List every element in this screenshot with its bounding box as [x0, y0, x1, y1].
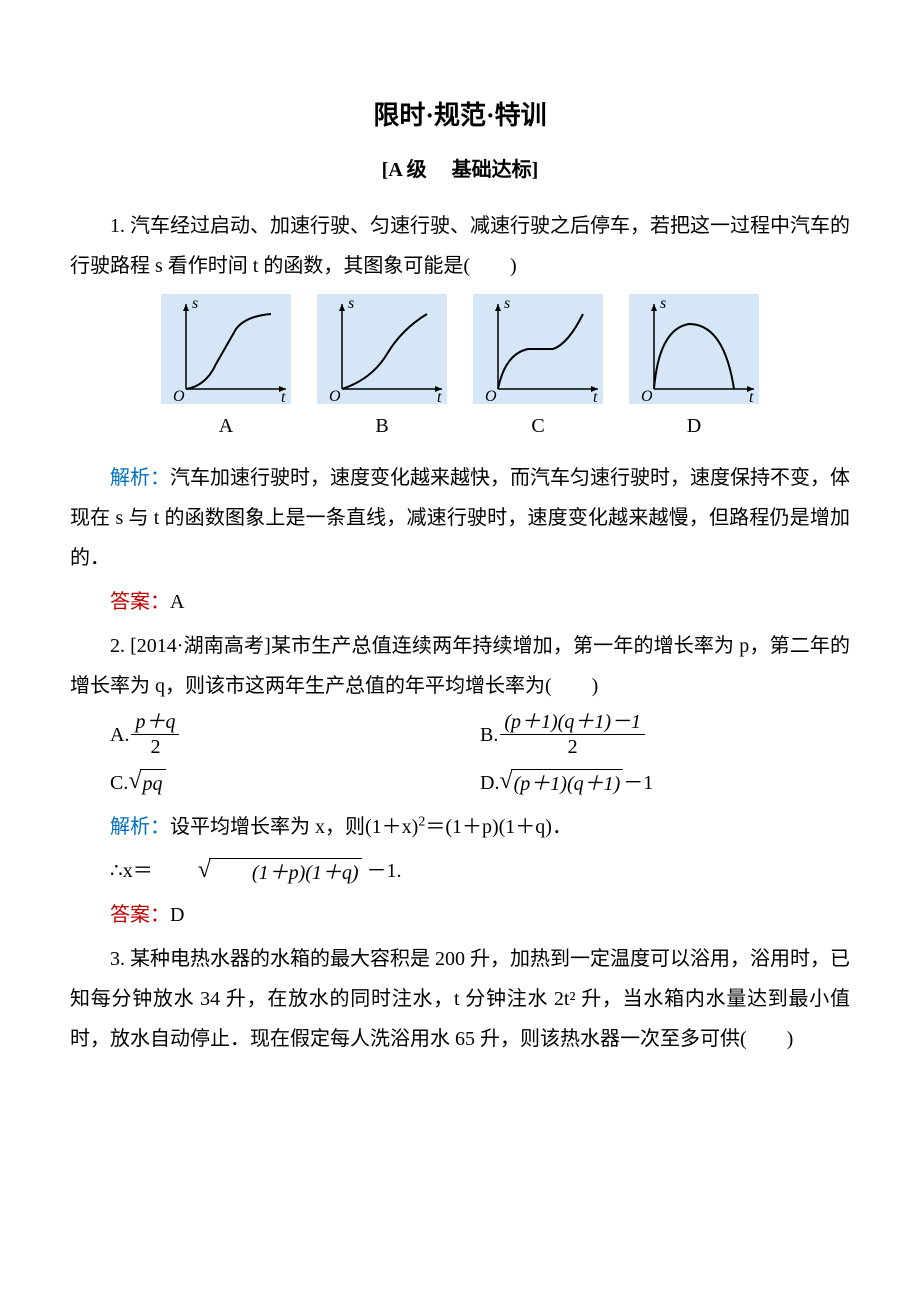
page-title: 限时·规范·特训 — [70, 90, 850, 142]
answer-label: 答案： — [110, 904, 170, 926]
q3-text: 3. 某种电热水器的水箱的最大容积是 200 升，加热到一定温度可以浴用，浴用时… — [70, 939, 850, 1059]
q2-answer-text: D — [170, 904, 184, 926]
svg-text:t: t — [437, 389, 442, 404]
optA-label: A. — [110, 715, 129, 755]
analysis-label: 解析： — [110, 467, 170, 489]
svg-text:s: s — [504, 295, 510, 312]
optA-frac: p＋q 2 — [131, 710, 179, 759]
q2-therefore-text: ∴x＝ — [110, 860, 153, 882]
svg-text:O: O — [329, 388, 341, 404]
graph-c-svg: s t O — [473, 294, 603, 404]
q1-graph-a: s t O A — [161, 294, 291, 446]
q2-options-row2: C. √ pq D. √ (p＋1)(q＋1) －1 — [110, 763, 850, 803]
q2-therefore: ∴x＝ √ (1＋p)(1＋q) －1. — [70, 851, 850, 891]
q2-option-c: C. √ pq — [110, 763, 480, 803]
graph-b-svg: s t O — [317, 294, 447, 404]
q1-analysis: 解析：汽车加速行驶时，速度变化越来越快，而汽车匀速行驶时，速度保持不变，体现在 … — [70, 458, 850, 578]
optD-label: D. — [480, 763, 499, 803]
q2-therefore-rad: (1＋p)(1＋q) — [209, 858, 362, 887]
optB-num: (p＋1)(q＋1)－1 — [500, 710, 645, 735]
radical-icon: √ — [158, 858, 211, 887]
graph-a-label: A — [161, 406, 291, 446]
q2-option-d: D. √ (p＋1)(q＋1) －1 — [480, 763, 850, 803]
graph-d-label: D — [629, 406, 759, 446]
q1-graph-c: s t O C — [473, 294, 603, 446]
q1-answer: 答案：A — [70, 582, 850, 622]
svg-text:O: O — [485, 388, 497, 404]
svg-text:s: s — [348, 295, 354, 312]
q2-analysis: 解析：设平均增长率为 x，则(1＋x)2＝(1＋p)(1＋q)． — [70, 807, 850, 847]
optA-den: 2 — [131, 735, 179, 759]
q1-graphs: s t O A s t O B s t O — [70, 294, 850, 446]
svg-text:O: O — [641, 388, 653, 404]
optD-rad: (p＋1)(q＋1) — [511, 769, 624, 798]
q2-option-a: A. p＋q 2 — [110, 710, 480, 759]
q2-therefore-sqrt: √ (1＋p)(1＋q) — [158, 858, 362, 887]
optC-label: C. — [110, 763, 128, 803]
q1-graph-d: s t O D — [629, 294, 759, 446]
graph-d-svg: s t O — [629, 294, 759, 404]
q1-answer-text: A — [170, 591, 184, 613]
optD-tail: －1 — [623, 763, 653, 803]
q2-analysis-t2: ＝(1＋p)(1＋q)． — [425, 816, 572, 838]
page-subtitle: [A 级 基础达标] — [70, 150, 850, 190]
optD-sqrt: √ (p＋1)(q＋1) — [499, 769, 623, 798]
q1-graph-b: s t O B — [317, 294, 447, 446]
svg-text:t: t — [749, 389, 754, 404]
q2-options-row1: A. p＋q 2 B. (p＋1)(q＋1)－1 2 — [110, 710, 850, 759]
svg-text:O: O — [173, 388, 185, 404]
svg-text:t: t — [593, 389, 598, 404]
graph-c-label: C — [473, 406, 603, 446]
q1-text: 1. 汽车经过启动、加速行驶、匀速行驶、减速行驶之后停车，若把这一过程中汽车的行… — [70, 206, 850, 286]
q2-answer: 答案：D — [70, 895, 850, 935]
graph-b-label: B — [317, 406, 447, 446]
svg-text:s: s — [192, 295, 198, 312]
analysis-label: 解析： — [110, 816, 170, 838]
q2-text: 2. [2014·湖南高考]某市生产总值连续两年持续增加，第一年的增长率为 p，… — [70, 626, 850, 706]
optA-num: p＋q — [131, 710, 179, 735]
optB-den: 2 — [500, 735, 645, 759]
answer-label: 答案： — [110, 591, 170, 613]
q2-analysis-t1: 设平均增长率为 x，则(1＋x) — [170, 816, 418, 838]
optB-frac: (p＋1)(q＋1)－1 2 — [500, 710, 645, 759]
optB-label: B. — [480, 715, 498, 755]
svg-text:t: t — [281, 389, 286, 404]
q1-analysis-text: 汽车加速行驶时，速度变化越来越快，而汽车匀速行驶时，速度保持不变，体现在 s 与… — [70, 467, 850, 569]
optC-sqrt: √ pq — [128, 769, 165, 798]
graph-a-svg: s t O — [161, 294, 291, 404]
optC-rad: pq — [140, 769, 166, 798]
q2-option-b: B. (p＋1)(q＋1)－1 2 — [480, 710, 850, 759]
q2-therefore-tail: －1. — [367, 860, 402, 882]
svg-text:s: s — [660, 295, 666, 312]
